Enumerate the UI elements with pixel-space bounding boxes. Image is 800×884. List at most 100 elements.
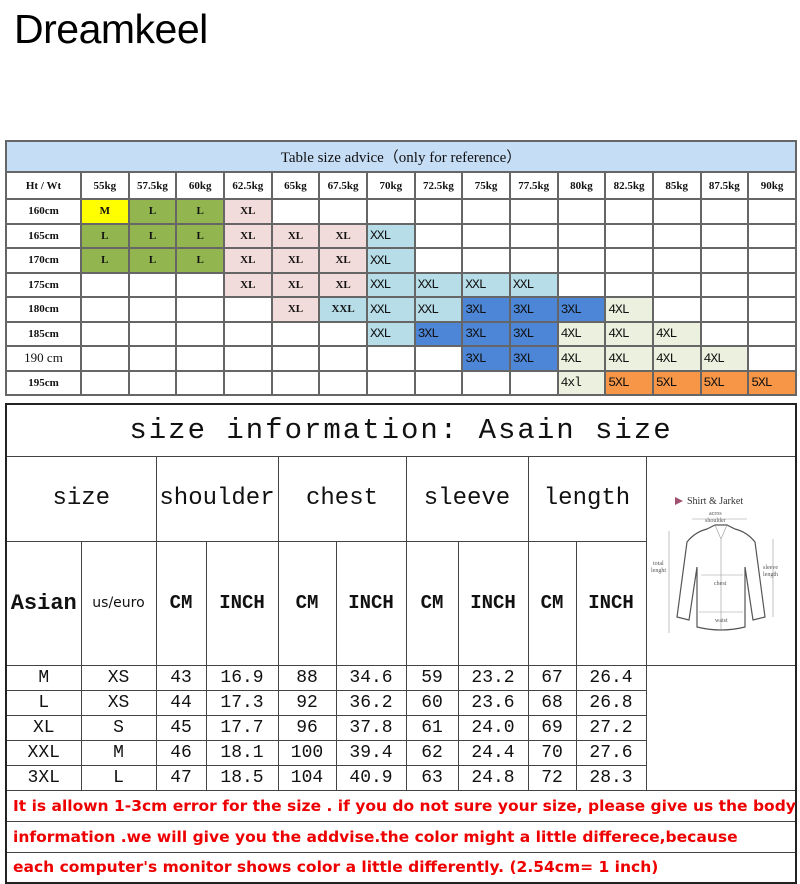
- info-cell: 72: [527, 764, 577, 791]
- size-cell: 3XL: [508, 320, 559, 347]
- info-cell: 34.6: [335, 664, 407, 691]
- size-cell: [318, 320, 368, 347]
- size-cell: [651, 271, 702, 298]
- info-cell: 61: [405, 714, 459, 741]
- size-cell: [508, 369, 559, 396]
- info-cell: L: [5, 689, 82, 716]
- size-cell: [175, 345, 225, 372]
- size-cell: [413, 369, 464, 396]
- size-cell: [365, 198, 416, 225]
- weight-header: 60kg: [175, 171, 225, 200]
- info-cell: 23.6: [457, 689, 529, 716]
- subheader: CM: [527, 541, 577, 666]
- weight-header: 57.5kg: [127, 171, 178, 200]
- size-cell: [651, 296, 702, 323]
- svg-text:chest: chest: [714, 581, 727, 587]
- size-cell: 3XL: [461, 296, 511, 323]
- group-sleeve: sleeve: [405, 455, 529, 543]
- size-cell: [556, 222, 607, 249]
- size-cell: L: [127, 198, 178, 225]
- size-cell: [651, 222, 702, 249]
- advice-row: 170cm L L L XL XL XL XXL: [5, 247, 797, 274]
- size-cell: [699, 198, 750, 225]
- size-cell: [127, 345, 178, 372]
- size-cell: [604, 222, 654, 249]
- height-label: 170cm: [5, 247, 82, 274]
- size-cell: [318, 198, 368, 225]
- size-cell: XL: [318, 222, 368, 249]
- size-cell: [747, 271, 797, 298]
- size-cell: 4XL: [556, 345, 607, 372]
- weight-header: 82.5kg: [604, 171, 654, 200]
- advice-row: 175cm XL XL XL XXL XXL XXL XXL: [5, 271, 797, 298]
- size-cell: [556, 247, 607, 274]
- info-title: size information: Asain size: [5, 403, 797, 457]
- size-cell: [508, 198, 559, 225]
- size-cell: [556, 198, 607, 225]
- info-cell: 45: [155, 714, 207, 741]
- weight-header: 80kg: [556, 171, 607, 200]
- size-cell: [127, 296, 178, 323]
- info-cell: 3XL: [5, 764, 82, 791]
- size-cell: XXL: [365, 222, 416, 249]
- size-cell: L: [127, 222, 178, 249]
- size-cell: [270, 369, 321, 396]
- info-cell: 59: [405, 664, 459, 691]
- height-label: 195cm: [5, 369, 82, 396]
- size-cell: L: [175, 198, 225, 225]
- advice-row: 195cm 4xl 5XL 5XL 5XL 5XL: [5, 369, 797, 396]
- size-cell: [651, 247, 702, 274]
- size-cell: 3XL: [461, 320, 511, 347]
- info-cell: 24.8: [457, 764, 529, 791]
- size-advice-table: Table size advice（only for reference） Ht…: [5, 140, 797, 396]
- subheader: CM: [277, 541, 337, 666]
- size-cell: [699, 247, 750, 274]
- info-cell: 60: [405, 689, 459, 716]
- svg-text:shoulder: shoulder: [705, 518, 726, 524]
- size-cell: [318, 369, 368, 396]
- size-cell: [747, 247, 797, 274]
- size-cell: 4XL: [651, 320, 702, 347]
- weight-header: 85kg: [651, 171, 702, 200]
- size-cell: [222, 296, 273, 323]
- advice-row: 180cm XL XXL XXL XXL 3XL 3XL 3XL 4XL: [5, 296, 797, 323]
- height-label: 175cm: [5, 271, 82, 298]
- size-cell: [270, 198, 321, 225]
- size-cell: 4xl: [556, 369, 607, 396]
- weight-header: 62.5kg: [222, 171, 273, 200]
- advice-row: 185cm XXL 3XL 3XL 3XL 4XL 4XL 4XL: [5, 320, 797, 347]
- info-cell: 69: [527, 714, 577, 741]
- size-cell: XXL: [365, 296, 416, 323]
- size-cell: XL: [270, 296, 321, 323]
- size-cell: [222, 345, 273, 372]
- size-cell: [127, 320, 178, 347]
- subheader: INCH: [205, 541, 279, 666]
- size-cell: 5XL: [604, 369, 654, 396]
- size-cell: [175, 296, 225, 323]
- size-cell: [175, 320, 225, 347]
- info-cell: 100: [277, 739, 337, 766]
- subheader: Asian: [5, 541, 82, 666]
- size-cell: [222, 369, 273, 396]
- corner-header: Ht / Wt: [5, 171, 82, 200]
- size-cell: [80, 369, 130, 396]
- shirt-diagram: Shirt & Jarket acros shoulder total leng…: [645, 455, 797, 666]
- info-cell: 17.7: [205, 714, 279, 741]
- size-cell: [604, 247, 654, 274]
- info-cell: L: [80, 764, 157, 791]
- size-cell: [604, 271, 654, 298]
- info-cell: XXL: [5, 739, 82, 766]
- group-size: size: [5, 455, 157, 543]
- size-cell: [556, 271, 607, 298]
- info-cell: 18.5: [205, 764, 279, 791]
- svg-text:waist: waist: [715, 618, 728, 624]
- info-cell: 18.1: [205, 739, 279, 766]
- size-cell: XL: [222, 222, 273, 249]
- size-cell: 3XL: [556, 296, 607, 323]
- weight-header: 90kg: [747, 171, 797, 200]
- info-cell: 39.4: [335, 739, 407, 766]
- size-cell: L: [175, 247, 225, 274]
- advice-title: Table size advice（only for reference）: [5, 140, 797, 173]
- size-cell: XL: [222, 198, 273, 225]
- size-cell: [747, 222, 797, 249]
